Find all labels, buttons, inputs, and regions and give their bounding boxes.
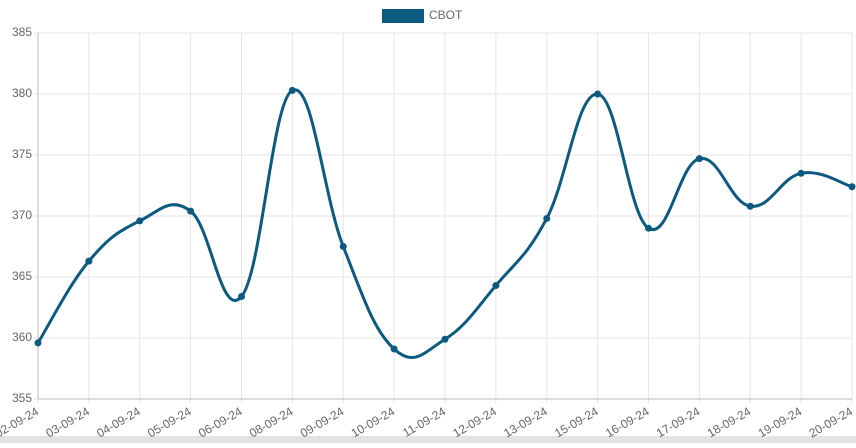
data-point (34, 339, 42, 347)
legend-label: CBOT (429, 8, 463, 22)
x-tick-label: 04-09-24 (94, 404, 143, 440)
data-point (594, 90, 602, 98)
x-tick-label: 13-09-24 (501, 404, 550, 440)
x-tick-label: 17-09-24 (654, 404, 703, 440)
data-point (848, 183, 856, 191)
x-tick-label: 19-09-24 (756, 404, 805, 440)
data-point (238, 293, 245, 301)
data-point (441, 335, 449, 343)
data-point (187, 207, 195, 215)
y-tick-label: 385 (12, 25, 32, 39)
y-tick-label: 375 (12, 147, 32, 161)
data-point (492, 282, 500, 290)
x-tick-label: 12-09-24 (450, 404, 499, 440)
x-tick-label: 03-09-24 (43, 404, 92, 440)
data-point (339, 243, 347, 250)
data-point (85, 257, 93, 265)
x-tick-label: 10-09-24 (349, 404, 398, 440)
data-point (746, 202, 754, 210)
y-tick-label: 365 (12, 269, 32, 283)
y-tick-label: 380 (12, 86, 32, 100)
data-point (695, 155, 703, 163)
data-point (645, 224, 652, 232)
x-tick-label: 16-09-24 (603, 404, 652, 440)
data-point (288, 86, 296, 94)
y-tick-label: 360 (12, 330, 32, 344)
data-point (390, 345, 398, 353)
x-tick-label: 09-09-24 (298, 404, 347, 440)
x-tick-label: 08-09-24 (247, 404, 296, 440)
scrollbar (0, 436, 856, 443)
y-tick-label: 370 (12, 208, 32, 222)
data-point (136, 217, 144, 225)
x-tick-label: 06-09-24 (196, 404, 245, 440)
x-tick-label: 20-09-24 (806, 404, 855, 440)
data-point (797, 169, 805, 177)
x-tick-label: 18-09-24 (705, 404, 754, 440)
x-tick-label: 02-09-24 (0, 404, 41, 440)
x-tick-label: 15-09-24 (552, 404, 601, 440)
x-tick-label: 11-09-24 (400, 404, 448, 440)
legend-swatch (382, 9, 424, 23)
y-tick-label: 355 (12, 391, 32, 405)
x-tick-label: 05-09-24 (145, 404, 194, 440)
data-point (543, 214, 551, 222)
